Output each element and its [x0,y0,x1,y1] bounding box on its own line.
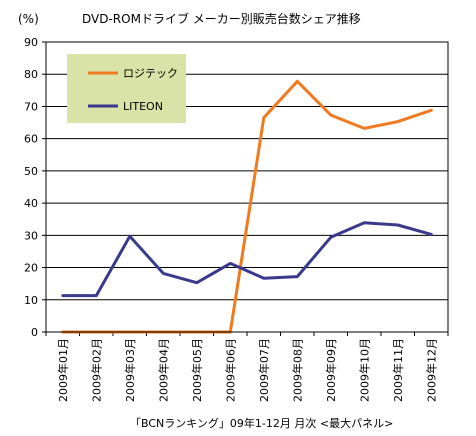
x-tick-label: 2009年11月 [391,338,405,402]
chart-title: DVD-ROMドライブ メーカー別販売台数シェア推移 [82,11,361,26]
y-tick-label: 60 [24,133,38,146]
x-tick-labels: 2009年01月 2009年02月 2009年03月 2009年04月 2009年05月… [45,332,449,402]
y-tick-label: 80 [24,68,38,81]
y-tick-label: 90 [24,36,38,49]
x-tick-label: 2009年02月 [89,338,103,402]
x-tick-label: 2009年10月 [357,338,371,402]
y-tick-label: 0 [31,326,38,339]
legend-entry: LITEON [123,100,163,113]
y-tick-labels: 0 10 20 30 40 50 60 70 80 90 [24,36,46,339]
x-tick-label: 2009年09月 [324,338,338,402]
x-tick-label: 2009年08月 [290,338,304,402]
x-tick-label: 2009年04月 [156,338,170,402]
y-tick-label: 10 [24,294,38,307]
y-tick-label: 40 [24,197,38,210]
y-tick-label: 20 [24,262,38,275]
x-tick-label: 2009年03月 [123,338,137,402]
legend: ロジテック LITEON [67,54,186,123]
legend-entry: ロジテック [123,67,178,80]
y-tick-label: 70 [24,100,38,113]
legend-box [67,54,186,123]
source-note: 「BCNランキング」09年1-12月 月次 <最大パネル> [130,416,393,430]
x-tick-label: 2009年05月 [190,338,204,402]
x-tick-label: 2009年06月 [223,338,237,402]
y-unit-label: (%) [18,12,39,26]
plot-frame [45,41,449,333]
series-line-1 [61,221,433,298]
x-tick-label: 2009年01月 [56,338,70,402]
x-tick-label: 2009年12月 [424,338,438,402]
x-tick-label: 2009年07月 [257,338,271,402]
y-tick-label: 50 [24,165,38,178]
y-tick-label: 30 [24,229,38,242]
